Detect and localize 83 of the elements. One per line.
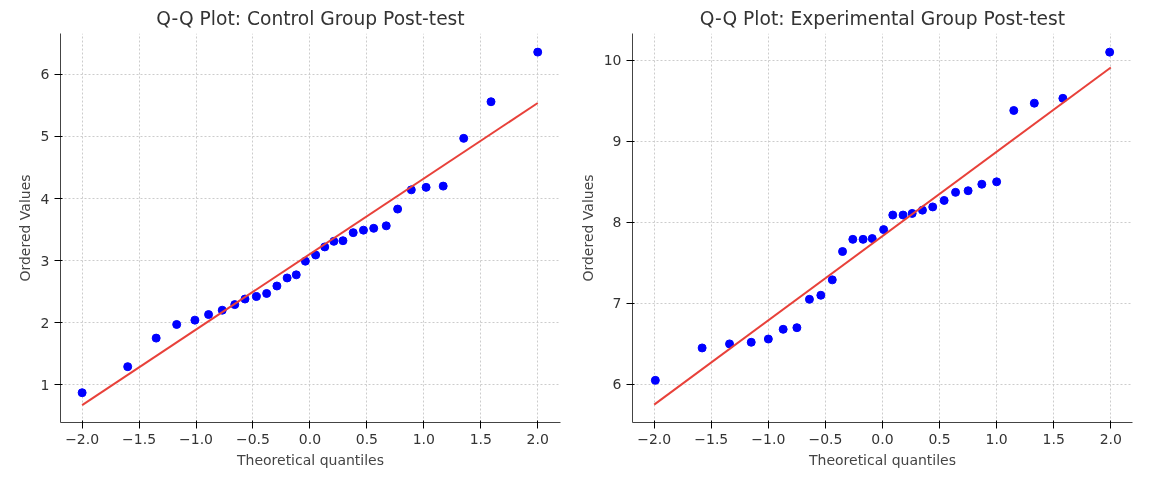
- point: [282, 273, 292, 283]
- point: [792, 323, 802, 333]
- point: [77, 388, 87, 398]
- x-tick-label: 2.0: [1099, 430, 1122, 447]
- point: [393, 204, 403, 214]
- point: [1029, 98, 1039, 108]
- x-tick-label: 2.0: [526, 430, 549, 447]
- x-tick-label: 1.5: [1042, 430, 1065, 447]
- point: [951, 187, 961, 197]
- point: [438, 181, 448, 191]
- point: [262, 288, 272, 298]
- point: [421, 182, 431, 192]
- point: [459, 133, 469, 143]
- point: [348, 228, 358, 238]
- point: [977, 179, 987, 189]
- y-tick-label: 3: [40, 252, 50, 269]
- x-tick-label: 0.5: [355, 430, 379, 447]
- point: [848, 234, 858, 244]
- point: [204, 310, 214, 320]
- point: [381, 221, 391, 231]
- chart-title: Q-Q Plot: Experimental Group Post-test: [699, 7, 1066, 29]
- x-tick-label: 1.0: [985, 430, 1008, 447]
- x-tick-label: 0.0: [298, 430, 322, 447]
- y-axis-title: Ordered Values: [16, 174, 33, 282]
- point: [879, 225, 889, 235]
- y-tick-label: 1: [40, 376, 50, 393]
- point: [816, 290, 826, 300]
- point: [746, 337, 756, 347]
- point: [1009, 106, 1019, 115]
- x-tick-label: 0.5: [928, 430, 951, 447]
- chart-title: Q-Q Plot: Control Group Post-test: [156, 7, 465, 29]
- point: [838, 247, 848, 256]
- y-tick-label: 9: [612, 133, 622, 150]
- x-tick-label: −1.5: [122, 430, 157, 447]
- point: [338, 236, 348, 246]
- point: [725, 339, 735, 349]
- point: [939, 195, 949, 205]
- point: [358, 225, 368, 235]
- x-tick-label: −0.5: [235, 430, 270, 447]
- point: [151, 333, 161, 343]
- y-tick-label: 6: [40, 66, 50, 83]
- y-tick-label: 2: [40, 314, 50, 331]
- x-tick-label: −2.0: [637, 430, 672, 447]
- y-tick-label: 7: [612, 295, 622, 312]
- point: [272, 281, 282, 291]
- point: [190, 315, 200, 325]
- point: [251, 292, 261, 302]
- x-tick-label: 1.0: [412, 430, 435, 447]
- point: [804, 294, 814, 304]
- x-tick-label: −0.5: [808, 430, 843, 447]
- x-tick-label: −1.0: [179, 430, 214, 447]
- x-tick-label: 0.0: [871, 430, 894, 447]
- point: [650, 375, 660, 385]
- y-axis-title: Ordered Values: [579, 174, 596, 282]
- point: [888, 210, 898, 220]
- point: [172, 319, 182, 329]
- y-tick-label: 5: [40, 128, 50, 145]
- point: [858, 234, 868, 244]
- x-axis-title: Theoretical quantiles: [807, 451, 957, 468]
- x-tick-label: −2.0: [65, 430, 100, 447]
- point: [928, 202, 938, 212]
- point: [533, 47, 543, 57]
- point: [697, 343, 707, 353]
- x-tick-label: −1.5: [694, 430, 729, 447]
- y-tick-label: 6: [612, 376, 622, 393]
- point: [369, 223, 379, 233]
- point: [763, 334, 773, 344]
- point: [291, 270, 301, 280]
- point: [992, 177, 1002, 187]
- y-tick-label: 8: [612, 214, 622, 231]
- point: [963, 186, 973, 196]
- point: [827, 275, 837, 285]
- x-tick-label: 1.5: [469, 430, 492, 447]
- point: [867, 234, 877, 244]
- y-tick-label: 4: [40, 190, 50, 207]
- point: [123, 362, 133, 372]
- x-tick-label: −1.0: [751, 430, 786, 447]
- point: [898, 210, 908, 220]
- y-tick-label: 10: [603, 52, 622, 69]
- point: [486, 97, 496, 107]
- x-axis-title: Theoretical quantiles: [235, 451, 385, 468]
- point: [1105, 47, 1115, 57]
- point: [778, 324, 788, 334]
